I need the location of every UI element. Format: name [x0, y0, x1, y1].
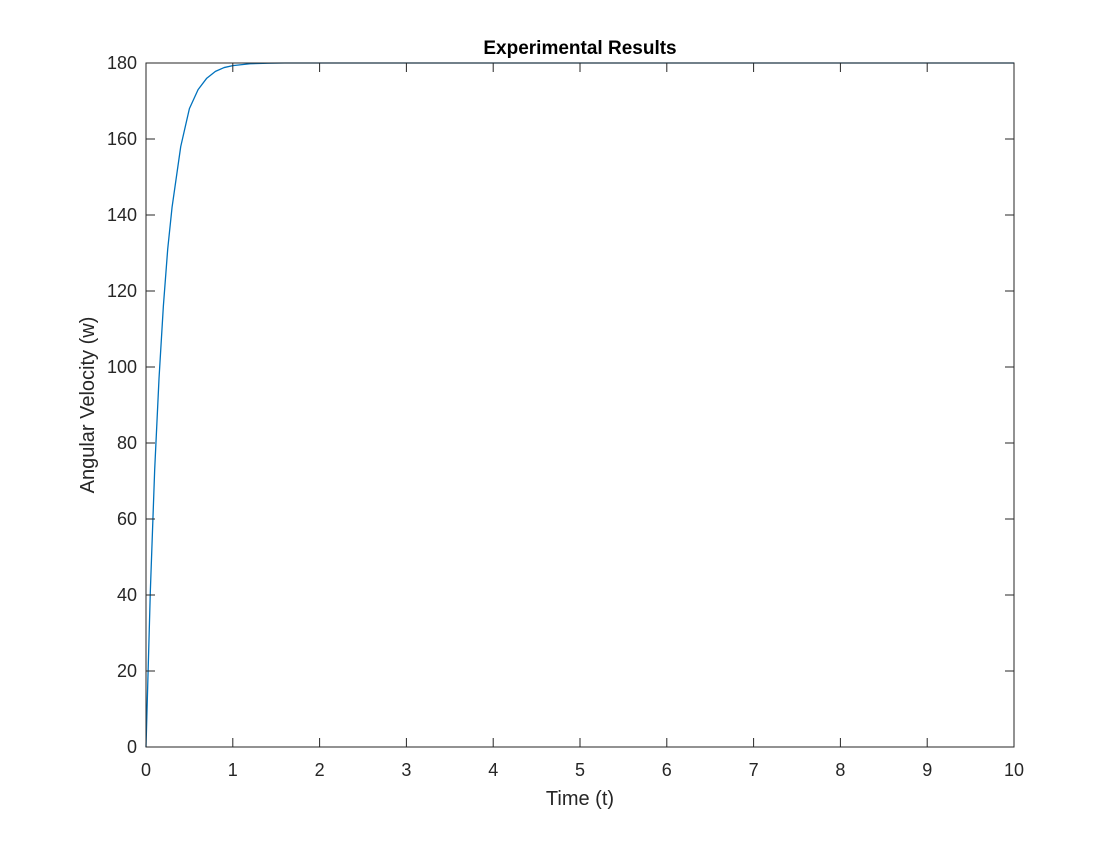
y-tick-label: 80 — [117, 433, 137, 453]
x-tick-label: 3 — [401, 760, 411, 780]
x-tick-label: 4 — [488, 760, 498, 780]
chart-title: Experimental Results — [483, 38, 676, 59]
y-tick-label: 180 — [107, 53, 137, 73]
y-tick-label: 40 — [117, 585, 137, 605]
plot-area — [146, 63, 1014, 747]
y-tick-label: 0 — [127, 737, 137, 757]
x-axis-title: Time (t) — [546, 788, 614, 810]
x-tick-label: 0 — [141, 760, 151, 780]
x-tick-label: 8 — [835, 760, 845, 780]
y-tick-label: 20 — [117, 661, 137, 681]
x-tick-label: 5 — [575, 760, 585, 780]
y-tick-label: 120 — [107, 281, 137, 301]
y-axis-title: Angular Velocity (w) — [77, 317, 99, 494]
x-tick-label: 6 — [662, 760, 672, 780]
y-tick-label: 160 — [107, 129, 137, 149]
x-tick-label: 9 — [922, 760, 932, 780]
x-tick-label: 7 — [749, 760, 759, 780]
y-tick-label: 60 — [117, 509, 137, 529]
x-tick-label: 1 — [228, 760, 238, 780]
y-tick-label: 100 — [107, 357, 137, 377]
y-tick-label: 140 — [107, 205, 137, 225]
x-tick-label: 10 — [1004, 760, 1024, 780]
x-tick-label: 2 — [315, 760, 325, 780]
